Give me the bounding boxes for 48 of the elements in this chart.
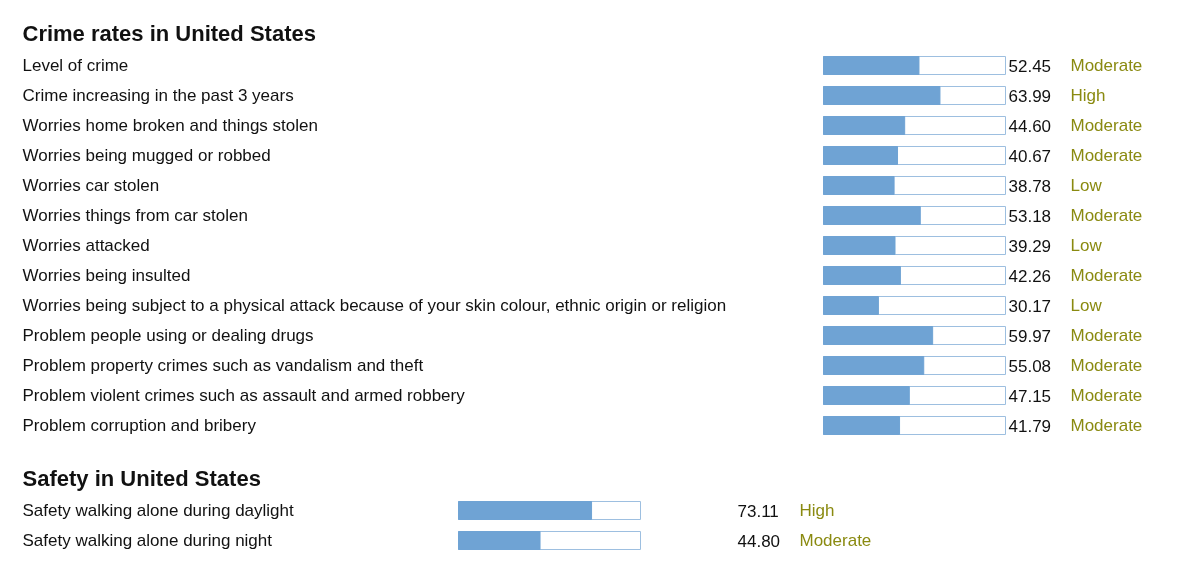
text: Moderate — [1070, 386, 1143, 405]
text: Moderate — [1070, 56, 1143, 75]
data-label: 53.18 — [1008, 206, 1052, 226]
data-label: 63.99 — [1008, 86, 1052, 106]
data-label: 44.80 — [737, 531, 781, 551]
y-tick-label: Worries being insulted — [22, 266, 191, 285]
y-tick-label: Level of crime — [22, 56, 129, 75]
data-label: 44.60 — [1008, 116, 1052, 136]
data-label: 55.08 — [1008, 356, 1052, 376]
text: High — [1070, 86, 1106, 105]
y-tick-label: Crime increasing in the past 3 years — [22, 86, 294, 105]
data-label: 38.78 — [1008, 176, 1052, 196]
text: Low — [1070, 176, 1103, 195]
text: Moderate — [1070, 266, 1143, 285]
text: Moderate — [1070, 326, 1143, 345]
y-tick-label: Worries being subject to a physical attack because of your skin colour, ethnic origin or religion — [22, 296, 727, 315]
text: Moderate — [1070, 146, 1143, 165]
y-tick-label: Worries home broken and things stolen — [22, 116, 318, 135]
data-label: 52.45 — [1008, 56, 1052, 76]
y-tick-label: Safety walking alone during night — [22, 531, 273, 550]
y-tick-label: Problem corruption and bribery — [22, 416, 257, 435]
text: Safety in United States — [22, 465, 261, 491]
data-label: 30.17 — [1008, 296, 1052, 316]
data-label: 39.29 — [1008, 236, 1052, 256]
data-label: 41.79 — [1008, 416, 1052, 436]
data-label: 40.67 — [1008, 146, 1052, 166]
text: Moderate — [799, 531, 872, 550]
text: Low — [1070, 236, 1103, 255]
text: Crime rates in United States — [22, 20, 316, 46]
data-label: 42.26 — [1008, 266, 1052, 286]
y-tick-label: Problem property crimes such as vandalism and theft — [22, 356, 424, 375]
y-tick-label: Problem people using or dealing drugs — [22, 326, 314, 345]
text: Moderate — [1070, 116, 1143, 135]
data-label: 59.97 — [1008, 326, 1052, 346]
y-tick-label: Problem violent crimes such as assault and armed robbery — [22, 386, 466, 405]
bar — [823, 296, 879, 315]
data-label: 47.15 — [1008, 386, 1052, 406]
y-tick-label: Safety walking alone during daylight — [22, 501, 294, 520]
y-tick-label: Worries attacked — [22, 236, 150, 255]
y-tick-label: Worries car stolen — [22, 176, 160, 195]
data-label: 73.11 — [737, 501, 779, 521]
text: Low — [1070, 296, 1103, 315]
y-tick-label: Worries being mugged or robbed — [22, 146, 271, 165]
text: Moderate — [1070, 416, 1143, 435]
text: High — [799, 501, 835, 520]
text: Moderate — [1070, 206, 1143, 225]
y-tick-label: Worries things from car stolen — [22, 206, 248, 225]
text: Moderate — [1070, 356, 1143, 375]
